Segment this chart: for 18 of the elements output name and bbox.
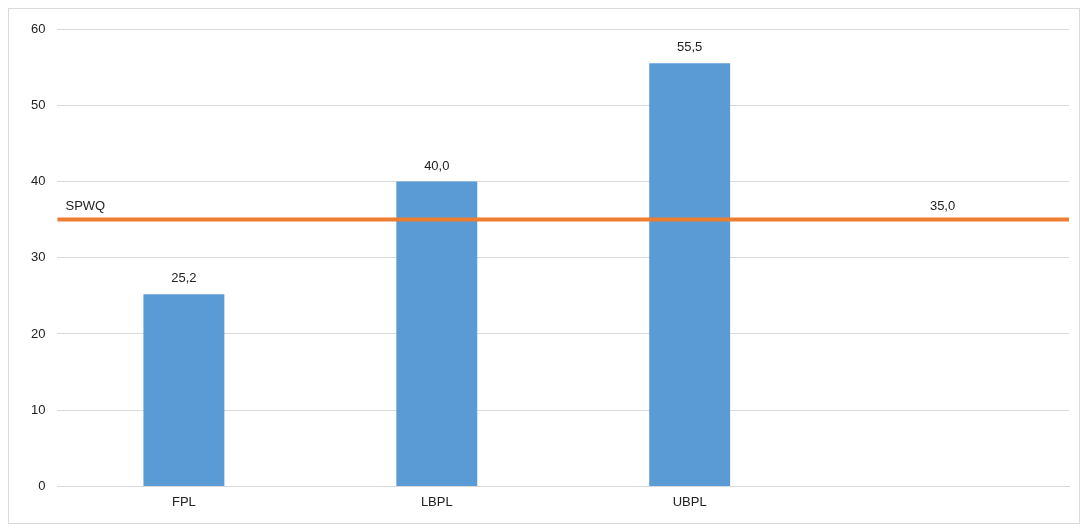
bar bbox=[143, 294, 225, 486]
data-label: 25,2 bbox=[171, 270, 197, 286]
x-tick-label: LBPL bbox=[420, 493, 453, 509]
data-label: 40,0 bbox=[424, 157, 450, 173]
annotation: 35,0 bbox=[929, 197, 956, 213]
y-tick-label: 60 bbox=[30, 20, 46, 36]
y-tick-label: 50 bbox=[30, 96, 46, 112]
ref-line-label: SPWQ bbox=[65, 197, 106, 213]
x-tick-label: UBPL bbox=[672, 493, 707, 509]
bar bbox=[396, 181, 478, 486]
y-tick-label: 40 bbox=[30, 173, 46, 189]
y-tick-label: 30 bbox=[30, 249, 46, 265]
data-label: 55,5 bbox=[677, 39, 703, 55]
y-tick-label: 20 bbox=[30, 325, 46, 341]
x-tick-label: FPL bbox=[171, 493, 196, 509]
y-tick-label: 10 bbox=[30, 401, 46, 417]
bar bbox=[649, 63, 731, 486]
y-tick-label: 0 bbox=[38, 477, 46, 493]
